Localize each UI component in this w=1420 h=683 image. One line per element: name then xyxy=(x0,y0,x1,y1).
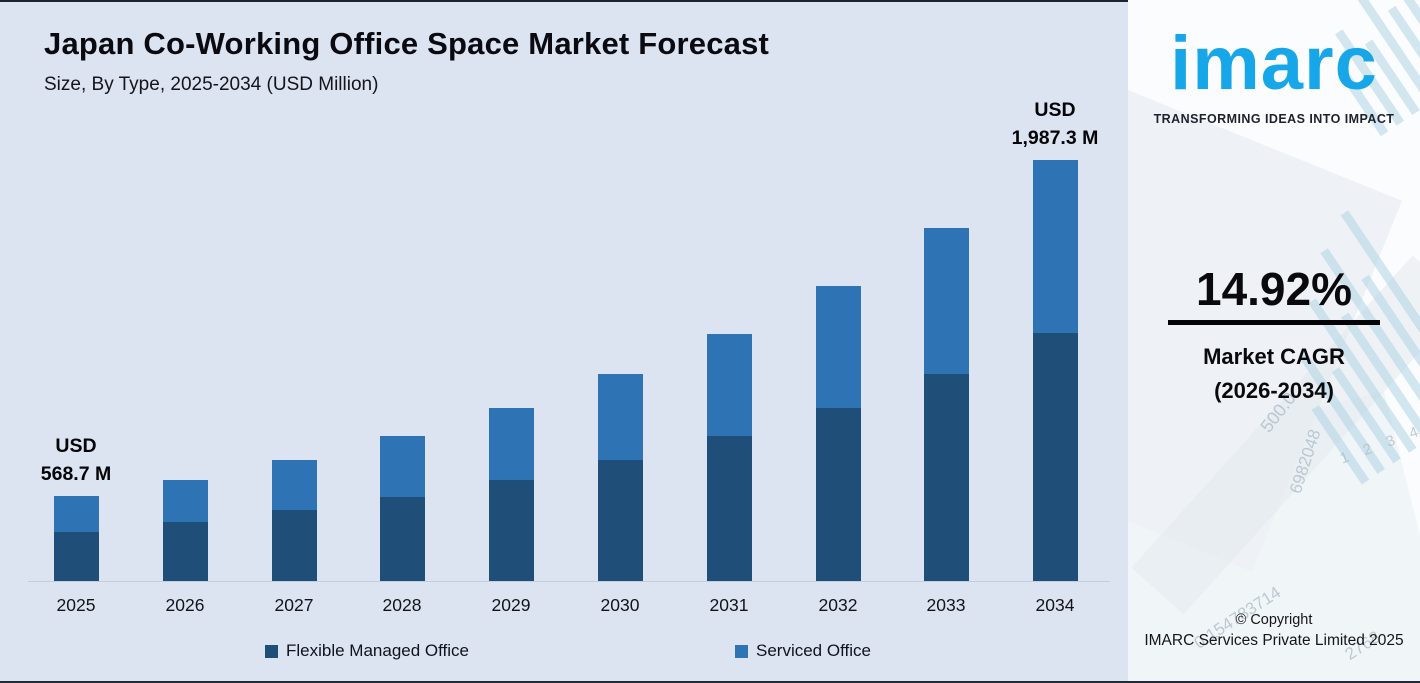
bar-2027 xyxy=(271,460,317,582)
bar-2025 xyxy=(53,496,99,582)
segment-flexible-managed-office xyxy=(488,480,534,582)
bar-2033 xyxy=(923,228,969,582)
bar-2026 xyxy=(162,480,208,582)
segment-serviced-office xyxy=(597,374,643,460)
bar-2028 xyxy=(379,436,425,582)
segment-serviced-office xyxy=(379,436,425,497)
value-annotation-2034: USD 1,987.3 M xyxy=(1011,99,1099,149)
segment-serviced-office xyxy=(1032,160,1078,333)
x-axis-baseline xyxy=(28,581,1110,582)
watermark-number: 6982048 xyxy=(1286,427,1325,496)
imarc-logo: imarc xyxy=(1170,21,1378,106)
x-tick-label: 2033 xyxy=(926,595,966,615)
segment-serviced-office xyxy=(53,496,99,532)
watermark-number: 1 2 3 4 xyxy=(1337,421,1420,468)
segment-serviced-office xyxy=(162,480,208,522)
segment-serviced-office xyxy=(271,460,317,510)
cagr-period: (2026-2034) xyxy=(1214,378,1334,403)
cagr-value: 14.92% xyxy=(1195,263,1352,315)
cagr-label: Market CAGR xyxy=(1203,344,1345,369)
segment-serviced-office xyxy=(815,286,861,408)
watermark-sheet xyxy=(1128,88,1402,572)
segment-flexible-managed-office xyxy=(923,374,969,582)
legend-item-flexible-managed-office: Flexible Managed Office xyxy=(265,641,469,661)
segment-serviced-office xyxy=(706,334,752,436)
bar-2034 xyxy=(1032,160,1078,582)
copyright-line-1: © Copyright xyxy=(1235,612,1313,628)
bar-2030 xyxy=(597,374,643,582)
value-annotation-2025: USD 568.7 M xyxy=(40,435,112,485)
x-tick-label: 2028 xyxy=(382,595,422,615)
x-tick-label: 2025 xyxy=(56,595,96,615)
segment-serviced-office xyxy=(923,228,969,374)
legend-swatch-flexible-icon xyxy=(265,644,278,658)
segment-flexible-managed-office xyxy=(53,532,99,582)
legend-label-flexible: Flexible Managed Office xyxy=(286,641,470,660)
plot-area: 2025 USD 568.7 M 2026 2027 2028 2029 2030 2031 20… xyxy=(0,2,1128,681)
segment-flexible-managed-office xyxy=(379,497,425,582)
imarc-tagline: TRANSFORMING IDEAS INTO IMPACT xyxy=(1153,112,1395,126)
bar-2029 xyxy=(488,408,534,582)
copyright-line-2: IMARC Services Private Limited 2025 xyxy=(1144,632,1404,649)
x-tick-label: 2026 xyxy=(165,595,205,615)
sidebar: 500.0 1 2 3 4 6982048 0.154783714 2768 i… xyxy=(1128,0,1420,681)
segment-flexible-managed-office xyxy=(815,408,861,582)
x-tick-label: 2031 xyxy=(709,595,749,615)
bar-2031 xyxy=(706,334,752,582)
x-tick-label: 2029 xyxy=(491,595,531,615)
segment-flexible-managed-office xyxy=(597,460,643,582)
chart-title: Japan Co-Working Office Space Market For… xyxy=(44,26,770,61)
legend-label-serviced: Serviced Office xyxy=(756,641,871,660)
segment-serviced-office xyxy=(488,408,534,480)
cagr-underline xyxy=(1168,320,1380,325)
segment-flexible-managed-office xyxy=(271,510,317,582)
legend-item-serviced-office: Serviced Office xyxy=(735,641,871,661)
segment-flexible-managed-office xyxy=(706,436,752,582)
bar-2032 xyxy=(815,286,861,582)
chart-legend: Flexible Managed Office Serviced Office xyxy=(0,641,1128,665)
x-tick-label: 2027 xyxy=(274,595,314,615)
x-tick-label: 2034 xyxy=(1035,595,1075,615)
segment-flexible-managed-office xyxy=(162,522,208,582)
x-tick-label: 2032 xyxy=(818,595,858,615)
legend-swatch-serviced-icon xyxy=(735,644,748,658)
segment-flexible-managed-office xyxy=(1032,333,1078,582)
x-tick-label: 2030 xyxy=(600,595,640,615)
chart-subtitle: Size, By Type, 2025-2034 (USD Million) xyxy=(44,74,379,95)
chart-panel: Japan Co-Working Office Space Market For… xyxy=(0,0,1128,681)
